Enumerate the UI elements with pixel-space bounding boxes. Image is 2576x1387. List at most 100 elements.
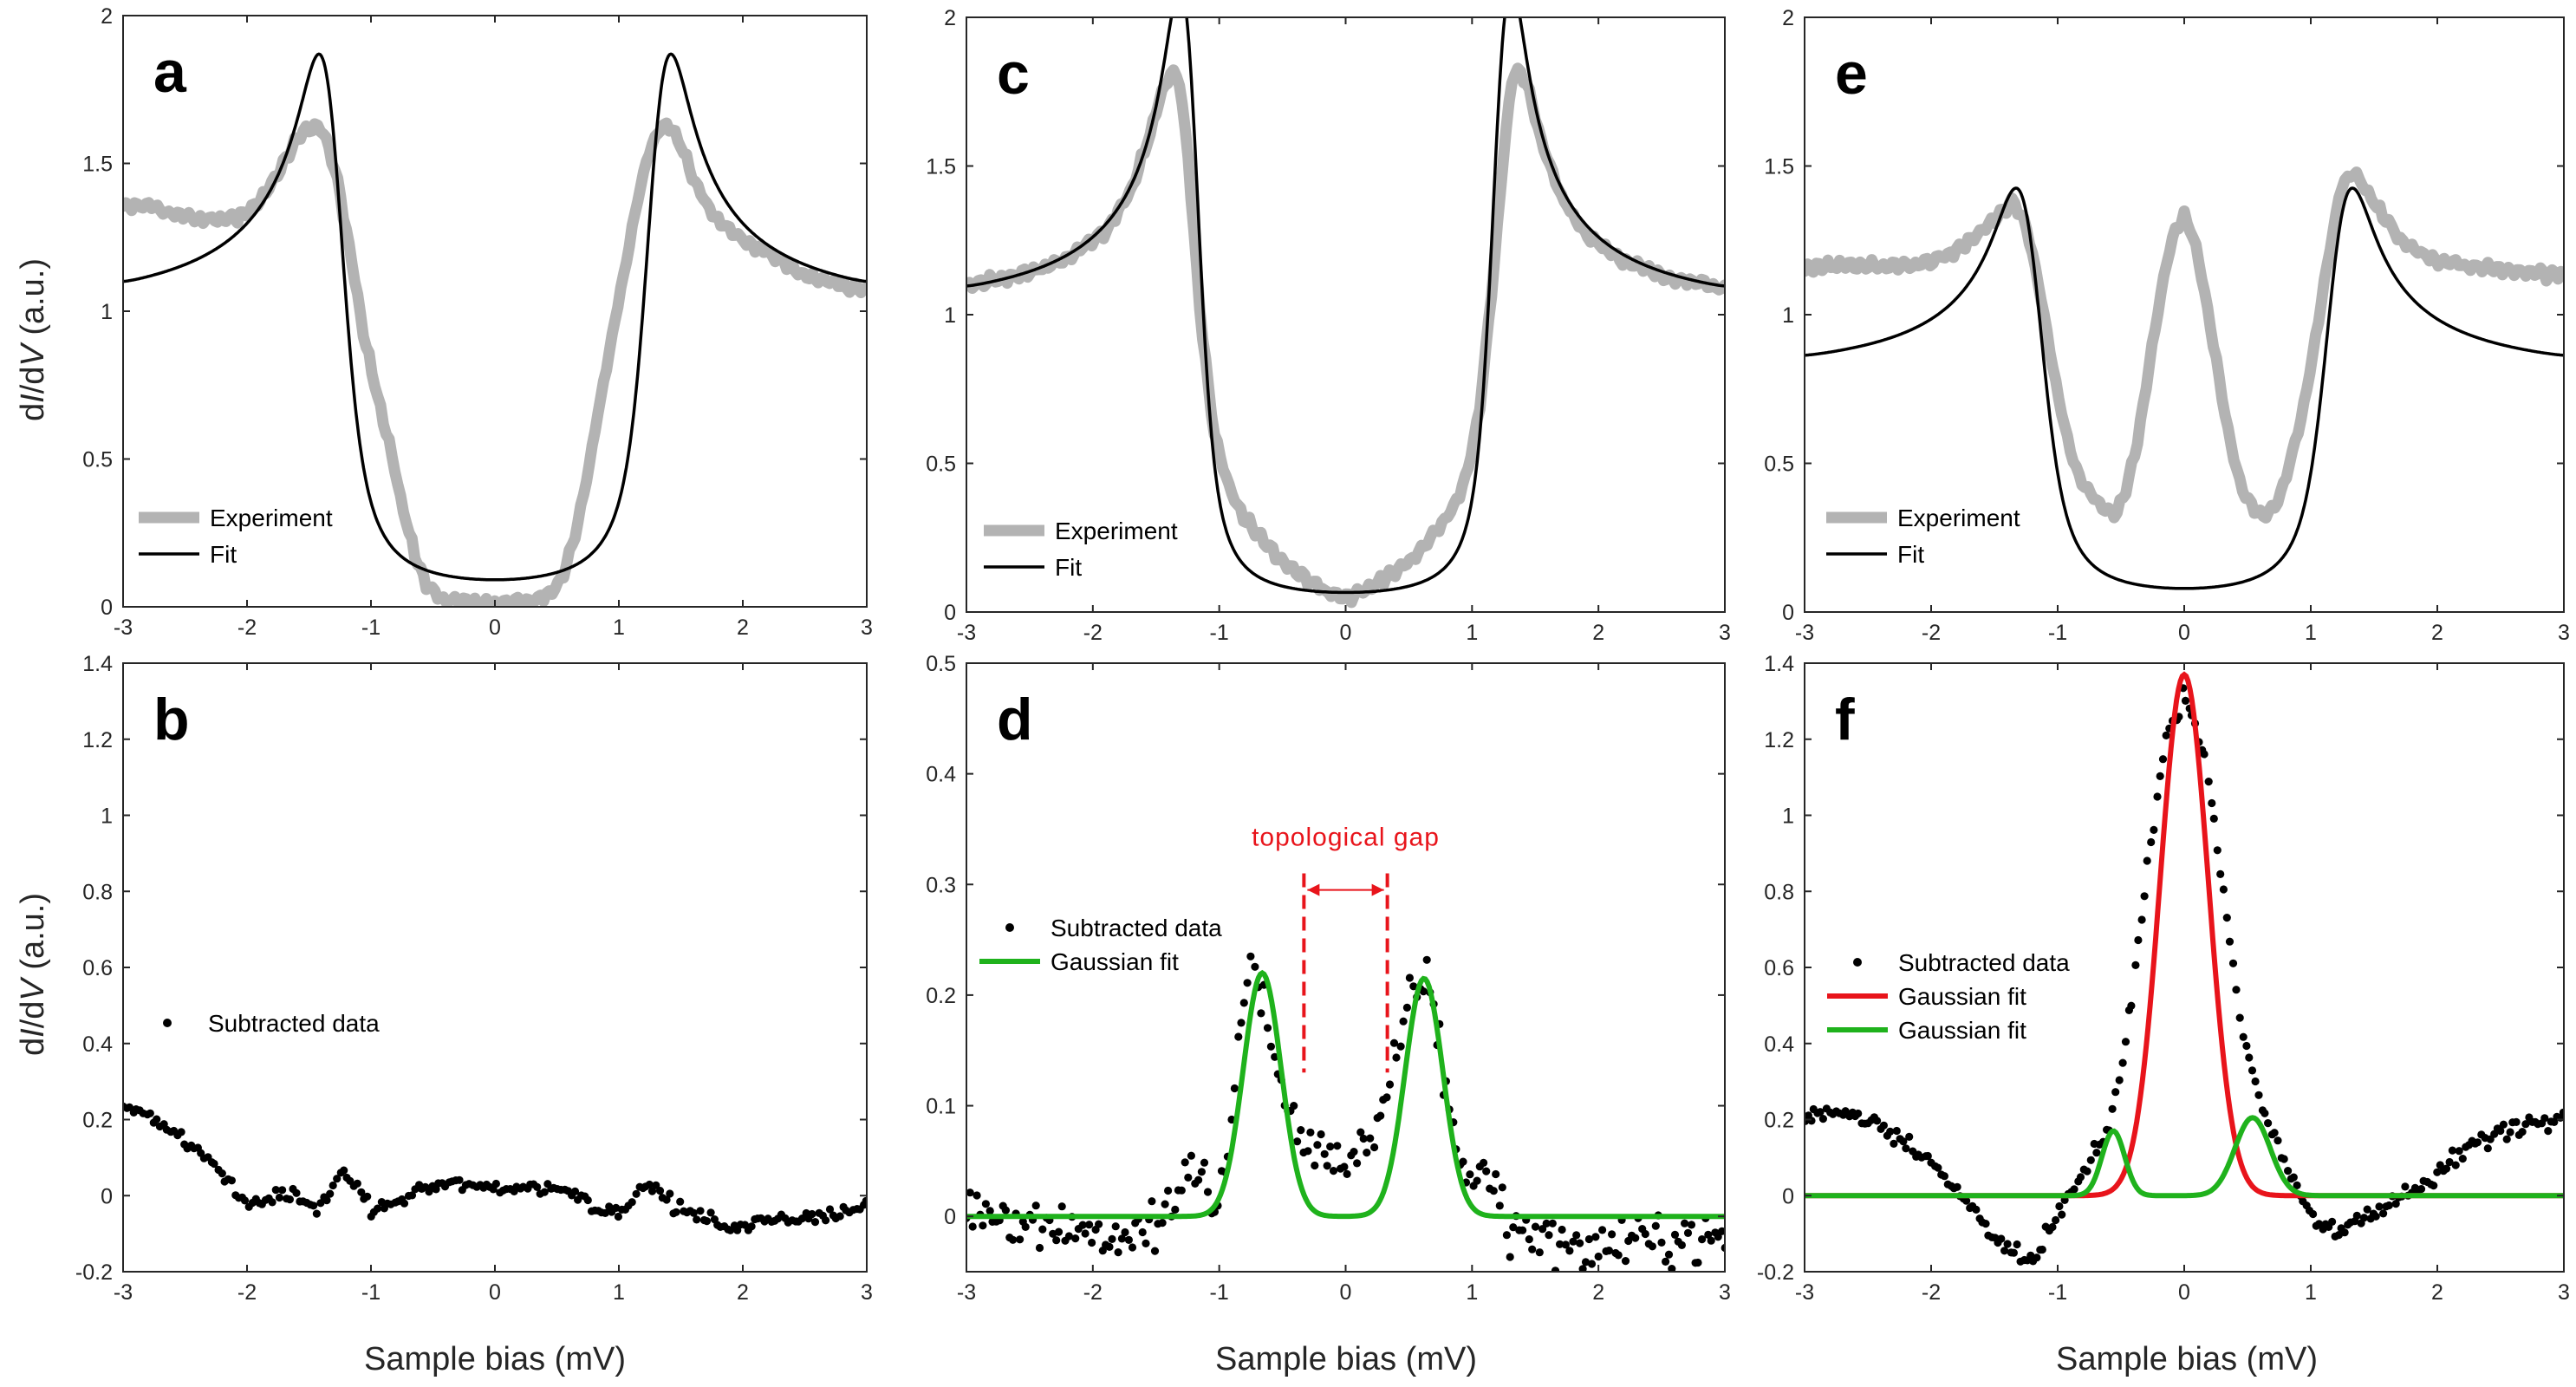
data-point <box>1890 1139 1898 1148</box>
data-point <box>1677 1240 1686 1249</box>
data-point <box>2359 1214 2369 1222</box>
data-point <box>1466 1170 1474 1179</box>
data-point <box>2140 892 2149 901</box>
data-point <box>2559 1108 2564 1117</box>
data-point <box>153 1115 161 1123</box>
data-point <box>1356 1128 1365 1136</box>
data-point <box>2352 1211 2361 1220</box>
data-point <box>2048 1222 2057 1232</box>
data-point <box>1257 1009 1265 1018</box>
y-tick-label: 0 <box>101 596 113 620</box>
data-point <box>2181 696 2190 706</box>
y-tick-label: 0 <box>101 1184 113 1208</box>
data-point <box>1306 1128 1315 1136</box>
data-point <box>1128 1243 1137 1252</box>
y-tick-label: 1.4 <box>1764 652 1794 676</box>
data-point <box>1718 1227 1725 1235</box>
data-point <box>2033 1254 2041 1262</box>
x-tick-label: -3 <box>957 1280 976 1305</box>
data-point <box>1683 1228 1693 1237</box>
data-point <box>1480 1158 1488 1167</box>
data-point <box>1972 1205 1981 1214</box>
data-point <box>2208 798 2216 808</box>
data-point <box>1359 1134 1368 1143</box>
y-tick-label: 0.4 <box>82 1032 113 1057</box>
data-point <box>1304 1147 1312 1156</box>
y-tick-label: 1 <box>1782 303 1794 328</box>
y-tick-label: 0.2 <box>926 984 956 1008</box>
data-point <box>2108 1104 2117 1113</box>
topological-gap-annotation: topological gap <box>1252 824 1440 1073</box>
data-point <box>2038 1245 2046 1254</box>
data-point <box>1266 1042 1275 1051</box>
data-point <box>1489 1187 1498 1195</box>
data-point <box>601 1208 609 1217</box>
data-point <box>1038 1225 1047 1234</box>
data-point <box>1340 1162 1349 1171</box>
data-point <box>2289 1173 2298 1182</box>
legend-label: Fit <box>1055 554 1082 581</box>
data-point <box>1818 1115 1827 1123</box>
data-point <box>1064 1232 1073 1240</box>
data-point <box>2204 778 2213 786</box>
data-point <box>696 1207 705 1215</box>
data-point <box>973 1191 981 1200</box>
legend-label: Experiment <box>210 505 333 531</box>
y-tick-label: 0.5 <box>926 453 956 477</box>
data-point <box>1234 1032 1243 1041</box>
x-tick-label: 1 <box>1466 1280 1478 1305</box>
data-point <box>2363 1205 2371 1214</box>
data-point <box>278 1186 287 1195</box>
legend-d: Subtracted data Gaussian fit <box>979 915 1222 975</box>
data-point <box>986 1207 994 1215</box>
data-point <box>333 1175 342 1183</box>
data-point <box>822 1216 830 1225</box>
data-point <box>2284 1167 2293 1175</box>
x-tick-label: -3 <box>957 621 976 645</box>
data-point <box>1459 1157 1467 1166</box>
data-point <box>1402 1003 1411 1012</box>
data-point <box>1538 1225 1547 1234</box>
x-tick-label: -1 <box>1210 1280 1229 1305</box>
y-tick-label: -0.2 <box>1757 1260 1794 1285</box>
data-point <box>2083 1167 2091 1175</box>
data-point <box>1350 1148 1358 1156</box>
data-point <box>2442 1164 2451 1173</box>
x-tick-label: 3 <box>2558 1280 2570 1305</box>
y-tick-label: 0 <box>1782 601 1794 625</box>
data-point <box>2544 1127 2553 1136</box>
data-point <box>1704 1230 1713 1239</box>
data-point <box>1698 1235 1707 1244</box>
data-point <box>1392 1053 1401 1062</box>
legend-label: Subtracted data <box>1051 915 1222 941</box>
x-tick-label: -2 <box>1083 1280 1103 1305</box>
panel-letter: e <box>1835 41 1868 107</box>
data-point <box>2000 1247 2009 1255</box>
x-axis-title-left: Sample bias (mV) <box>364 1341 626 1377</box>
data-point <box>2242 1041 2251 1051</box>
y-tick-label: 0.6 <box>1764 956 1794 980</box>
data-point <box>2496 1126 2505 1136</box>
data-point <box>1071 1234 1080 1243</box>
data-point <box>1495 1201 1504 1210</box>
data-point <box>1662 1257 1670 1266</box>
data-point <box>2143 856 2151 865</box>
gap-label: topological gap <box>1252 824 1440 852</box>
data-point <box>2058 1210 2066 1219</box>
y-tick-label: 2 <box>944 6 956 30</box>
data-point <box>2328 1217 2337 1226</box>
data-point <box>2264 1119 2273 1128</box>
data-point <box>1161 1200 1169 1208</box>
data-point <box>268 1198 276 1207</box>
series-subtracted-f <box>1805 684 2564 1266</box>
x-tick-label: 2 <box>737 1280 749 1305</box>
data-point <box>1482 1167 1491 1175</box>
legend-swatch-dot <box>1853 958 1862 967</box>
data-point <box>2451 1161 2460 1169</box>
data-point <box>1519 1226 1527 1234</box>
data-point <box>2502 1135 2511 1143</box>
data-point <box>1714 1233 1722 1241</box>
panel-letter: a <box>153 39 187 105</box>
data-point <box>2448 1146 2456 1155</box>
data-point <box>966 1188 974 1197</box>
